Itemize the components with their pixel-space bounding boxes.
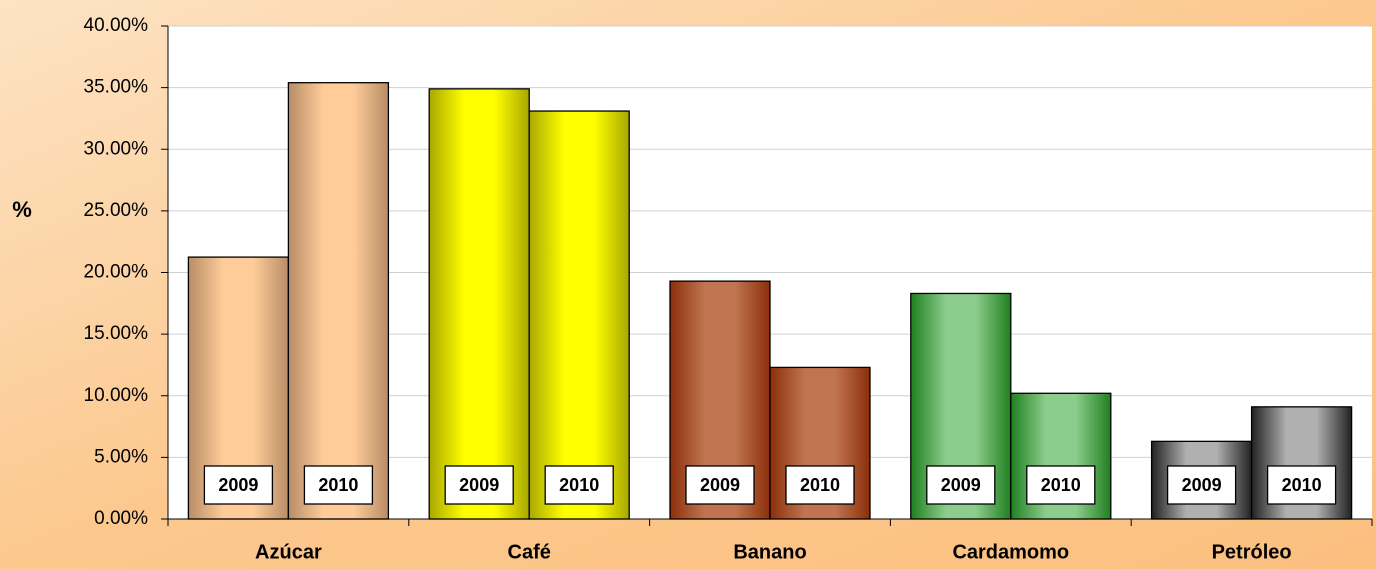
y-tick-label: 0.00% (94, 508, 148, 529)
bar-label-box (544, 465, 614, 505)
bar-label-box (1266, 465, 1337, 505)
bar-label: 2009 (218, 475, 258, 495)
bar-label-box (203, 465, 274, 505)
bar-label-box (685, 465, 755, 505)
y-tick-label: 30.00% (84, 138, 149, 159)
bar-label: 2010 (559, 475, 599, 495)
bar-label: 2010 (1282, 475, 1322, 495)
bar-label-box (1026, 465, 1096, 505)
bar-label: 2009 (700, 475, 740, 495)
x-tick-label: Café (508, 541, 551, 563)
y-tick-label: 40.00% (84, 15, 149, 36)
bar (287, 82, 390, 520)
bar-label: 2010 (800, 475, 840, 495)
bar-label-box (785, 465, 855, 505)
bar-label: 2009 (941, 475, 981, 495)
bar-label: 2010 (1041, 475, 1081, 495)
x-tick-label: Cardamomo (952, 541, 1069, 563)
bar (428, 88, 530, 520)
bar-label-box (444, 465, 514, 505)
bar-label: 2010 (318, 475, 358, 495)
bar-label-box (926, 465, 996, 505)
bar-label: 2009 (459, 475, 499, 495)
bar-label: 2009 (1182, 475, 1222, 495)
bar (528, 110, 630, 520)
x-tick-label: Banano (733, 541, 806, 563)
y-tick-label: 25.00% (84, 200, 149, 221)
y-axis-label: % (12, 197, 32, 222)
y-tick-label: 15.00% (84, 323, 149, 344)
bar-label-box (1166, 465, 1237, 505)
y-tick-label: 35.00% (84, 77, 149, 98)
y-tick-label: 20.00% (84, 262, 149, 283)
x-tick-label: Azúcar (255, 541, 322, 563)
y-tick-label: 5.00% (94, 446, 148, 467)
bar-label-box (303, 465, 374, 505)
x-tick-label: Petróleo (1212, 541, 1292, 563)
y-tick-label: 10.00% (84, 385, 149, 406)
